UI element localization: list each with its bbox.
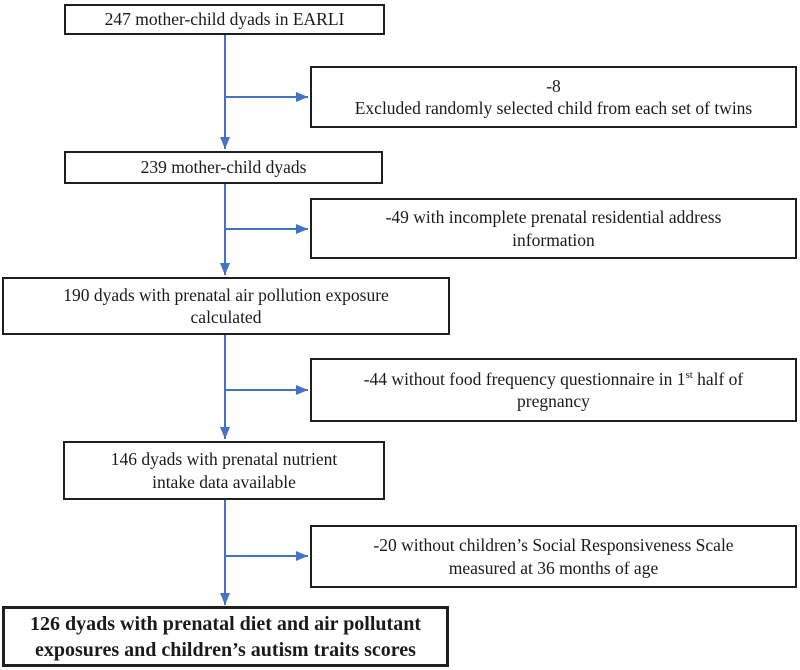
box-excluded-ffq: -44 without food frequency questionnaire…	[310, 358, 797, 422]
box-excluded-address: -49 with incomplete prenatal residential…	[310, 198, 797, 259]
box-126-dyads-final: 126 dyads with prenatal diet and air pol…	[2, 606, 449, 667]
exclusion-ffq-pre: -44 without food frequency questionnaire…	[363, 368, 686, 389]
exclusion-ffq-text: -44 without food frequency questionnaire…	[364, 368, 744, 413]
box-190-dyads-air-pollution: 190 dyads with prenatal air pollution ex…	[2, 277, 450, 335]
box-239-dyads: 239 mother-child dyads	[64, 151, 383, 184]
box-146-dyads-nutrient: 146 dyads with prenatal nutrient intake …	[63, 441, 385, 500]
exclusion-ffq-post: half of pregnancy	[517, 368, 744, 411]
box-247-dyads-earli: 247 mother-child dyads in EARLI	[64, 4, 385, 35]
box-excluded-twins: -8 Excluded randomly selected child from…	[310, 66, 797, 128]
box-excluded-srs: -20 without children’s Social Responsive…	[310, 525, 797, 588]
exclusion-ffq-superscript: st	[685, 368, 693, 381]
